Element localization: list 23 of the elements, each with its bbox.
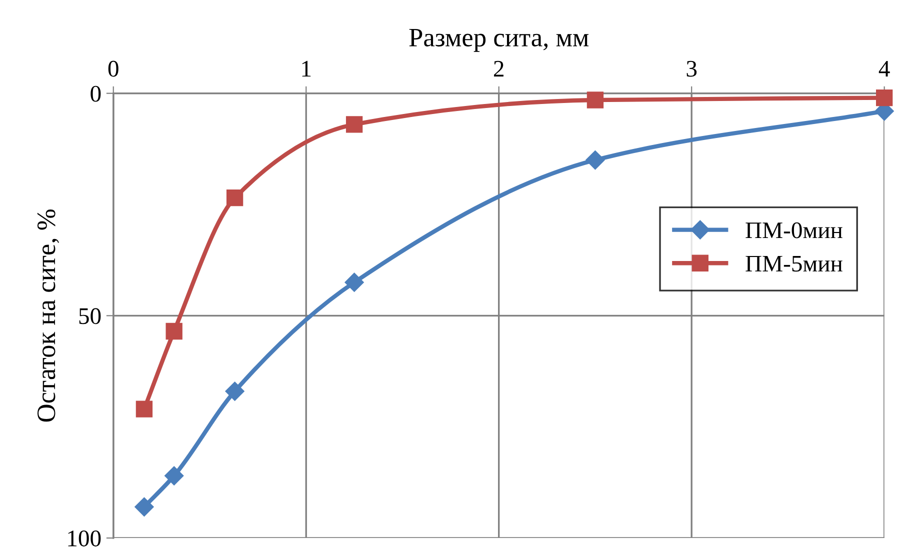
point	[164, 466, 184, 486]
x-tick-label: 3	[686, 60, 697, 77]
y-tick-label: 50	[79, 308, 101, 324]
point	[344, 272, 364, 292]
x-tick-label: 1	[302, 60, 311, 76]
x-tick-label: 0	[108, 60, 118, 77]
point	[136, 400, 153, 418]
legend-label: ПМ-0мин	[746, 222, 842, 238]
y-axis-title: Остаток на сите, %	[37, 210, 60, 422]
point	[346, 116, 363, 133]
x-tick-label: 2	[494, 60, 504, 76]
point	[586, 150, 605, 170]
x-axis-title: Размер сита, мм	[409, 28, 589, 52]
point	[586, 92, 604, 108]
point	[876, 89, 893, 106]
y-tick-label: 100	[68, 530, 101, 546]
y-tick-label: 0	[90, 86, 101, 102]
x-tick-label: 4	[878, 60, 890, 76]
point	[226, 190, 244, 206]
legend-label: ПМ-5мин	[746, 256, 842, 272]
point	[134, 497, 154, 516]
point	[225, 382, 244, 401]
point	[166, 322, 182, 340]
